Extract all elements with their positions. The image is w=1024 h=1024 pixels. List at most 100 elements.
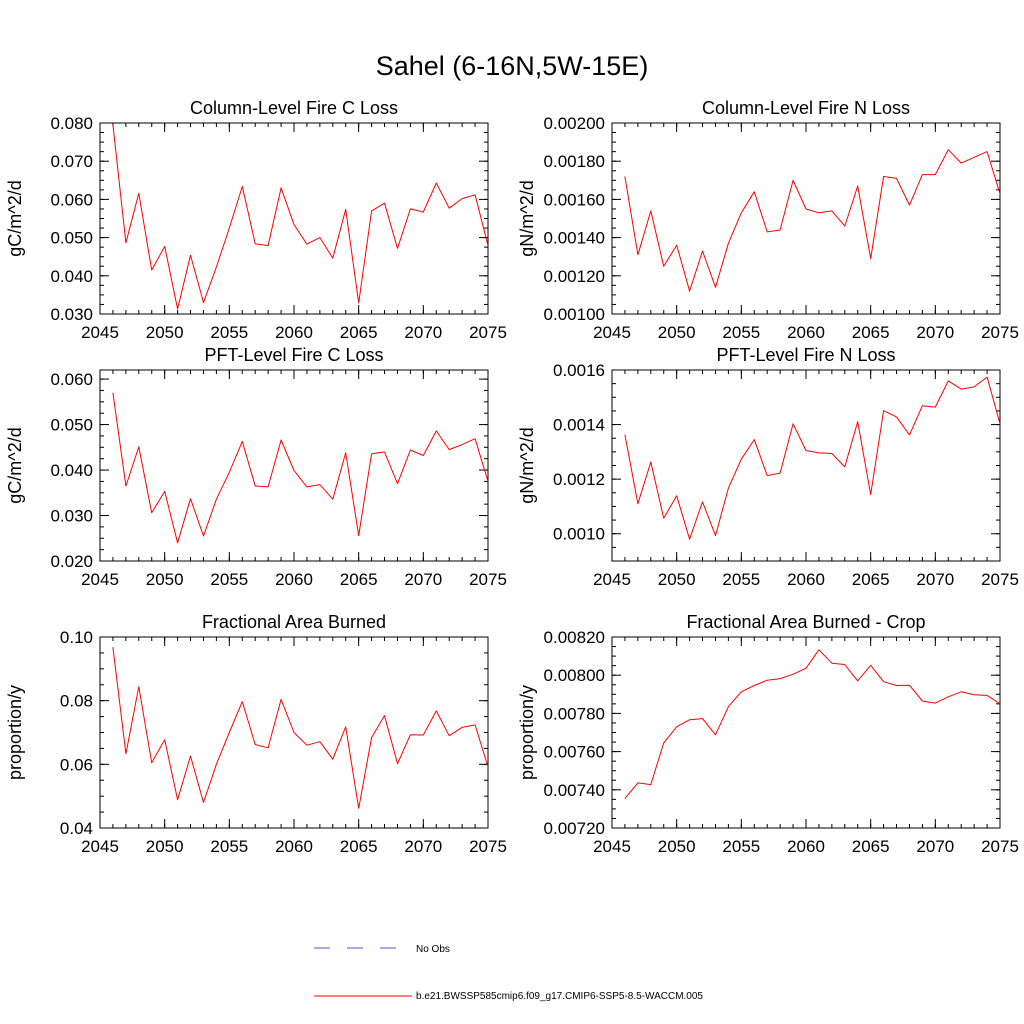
x-tick-label: 2060 bbox=[787, 323, 825, 342]
y-tick-label: 0.080 bbox=[50, 114, 93, 133]
y-tick-label: 0.030 bbox=[50, 507, 93, 526]
x-tick-label: 2055 bbox=[722, 323, 760, 342]
x-tick-label: 2065 bbox=[340, 323, 378, 342]
x-tick-label: 2070 bbox=[404, 570, 442, 589]
x-tick-label: 2045 bbox=[81, 323, 119, 342]
x-tick-label: 2075 bbox=[469, 570, 507, 589]
y-tick-label: 0.00780 bbox=[544, 704, 605, 723]
y-tick-label: 0.0014 bbox=[553, 416, 605, 435]
y-tick-label: 0.060 bbox=[50, 370, 93, 389]
panel-title: PFT-Level Fire C Loss bbox=[204, 345, 383, 365]
x-tick-label: 2075 bbox=[981, 837, 1019, 856]
y-axis-label: proportion/y bbox=[517, 685, 537, 780]
panel-5: Fractional Area Burned 0.04 0.06 0.08 0.10 20… bbox=[5, 612, 507, 856]
x-tick-label: 2050 bbox=[658, 837, 696, 856]
x-tick-label: 2045 bbox=[81, 837, 119, 856]
x-tick-label: 2055 bbox=[722, 570, 760, 589]
y-tick-label: 0.00200 bbox=[544, 114, 605, 133]
y-tick-label: 0.00140 bbox=[544, 229, 605, 248]
panel-title: Fractional Area Burned - Crop bbox=[686, 612, 925, 632]
plot-frame bbox=[611, 636, 1001, 829]
y-axis-label: gC/m^2/d bbox=[5, 427, 25, 503]
x-tick-label: 2065 bbox=[852, 323, 890, 342]
x-tick-label: 2055 bbox=[210, 570, 248, 589]
y-tick-label: 0.00160 bbox=[544, 190, 605, 209]
series-line bbox=[112, 647, 488, 809]
series-line bbox=[624, 149, 1000, 292]
x-tick-label: 2050 bbox=[146, 570, 184, 589]
y-tick-label: 0.0010 bbox=[553, 525, 605, 544]
x-tick-label: 2045 bbox=[593, 837, 631, 856]
plot-frame bbox=[99, 369, 489, 562]
x-tick-label: 2055 bbox=[722, 837, 760, 856]
x-tick-label: 2060 bbox=[787, 837, 825, 856]
x-tick-label: 2070 bbox=[916, 323, 954, 342]
x-tick-label: 2065 bbox=[852, 837, 890, 856]
plot-frame bbox=[99, 122, 489, 315]
x-tick-label: 2065 bbox=[340, 837, 378, 856]
y-tick-label: 0.0016 bbox=[553, 361, 605, 380]
x-tick-label: 2070 bbox=[916, 570, 954, 589]
panel-4: PFT-Level Fire N Loss 0.0010 0.0012 0.0014 0… bbox=[517, 345, 1019, 589]
panel-2: Column-Level Fire N Loss 0.00100 0.00120 0.… bbox=[517, 98, 1019, 342]
x-tick-label: 2075 bbox=[469, 323, 507, 342]
y-axis-label: gC/m^2/d bbox=[5, 180, 25, 256]
x-tick-label: 2075 bbox=[981, 570, 1019, 589]
y-tick-label: 0.04 bbox=[60, 819, 93, 838]
x-tick-label: 2075 bbox=[981, 323, 1019, 342]
x-tick-label: 2070 bbox=[916, 837, 954, 856]
panel-title: Fractional Area Burned bbox=[202, 612, 386, 632]
x-tick-label: 2070 bbox=[404, 837, 442, 856]
y-tick-label: 0.070 bbox=[50, 152, 93, 171]
x-tick-label: 2065 bbox=[340, 570, 378, 589]
x-tick-label: 2075 bbox=[469, 837, 507, 856]
y-axis-label: gN/m^2/d bbox=[517, 427, 537, 503]
x-tick-label: 2060 bbox=[275, 570, 313, 589]
x-tick-label: 2060 bbox=[275, 323, 313, 342]
y-tick-label: 0.00180 bbox=[544, 152, 605, 171]
x-tick-label: 2050 bbox=[658, 323, 696, 342]
y-tick-label: 0.10 bbox=[60, 628, 93, 647]
y-axis-label: proportion/y bbox=[5, 685, 25, 780]
y-tick-label: 0.00820 bbox=[544, 628, 605, 647]
y-tick-label: 0.050 bbox=[50, 229, 93, 248]
x-tick-label: 2070 bbox=[404, 323, 442, 342]
y-tick-label: 0.040 bbox=[50, 461, 93, 480]
x-tick-label: 2055 bbox=[210, 837, 248, 856]
panel-1: Column-Level Fire C Loss 0.030 0.040 0.050 0… bbox=[5, 98, 507, 342]
y-tick-label: 0.08 bbox=[60, 692, 93, 711]
panel-title: Column-Level Fire C Loss bbox=[190, 98, 398, 118]
y-tick-label: 0.00800 bbox=[544, 666, 605, 685]
y-tick-label: 0.00720 bbox=[544, 819, 605, 838]
x-tick-label: 2055 bbox=[210, 323, 248, 342]
y-tick-label: 0.0012 bbox=[553, 470, 605, 489]
series-line bbox=[624, 649, 1000, 799]
x-tick-label: 2045 bbox=[593, 323, 631, 342]
panel-3: PFT-Level Fire C Loss 0.020 0.030 0.040 0.05… bbox=[5, 345, 507, 589]
series-line bbox=[112, 392, 488, 544]
x-tick-label: 2050 bbox=[146, 837, 184, 856]
x-tick-label: 2060 bbox=[275, 837, 313, 856]
series-line bbox=[112, 124, 488, 310]
y-axis-label: gN/m^2/d bbox=[517, 180, 537, 256]
y-tick-label: 0.00760 bbox=[544, 743, 605, 762]
panel-title: Column-Level Fire N Loss bbox=[702, 98, 910, 118]
x-tick-label: 2050 bbox=[146, 323, 184, 342]
y-tick-label: 0.00740 bbox=[544, 781, 605, 800]
plot-frame bbox=[611, 122, 1001, 315]
figure-title: Sahel (6-16N,5W-15E) bbox=[376, 51, 649, 81]
y-tick-label: 0.00120 bbox=[544, 267, 605, 286]
x-tick-label: 2065 bbox=[852, 570, 890, 589]
x-tick-label: 2045 bbox=[593, 570, 631, 589]
y-tick-label: 0.020 bbox=[50, 552, 93, 571]
x-tick-label: 2050 bbox=[658, 570, 696, 589]
y-tick-label: 0.030 bbox=[50, 305, 93, 324]
plot-frame bbox=[611, 369, 1001, 562]
y-tick-label: 0.050 bbox=[50, 416, 93, 435]
series-line bbox=[624, 376, 1000, 540]
y-tick-label: 0.060 bbox=[50, 190, 93, 209]
y-tick-label: 0.00100 bbox=[544, 305, 605, 324]
y-tick-label: 0.040 bbox=[50, 267, 93, 286]
legend-obs-label: No Obs bbox=[416, 944, 450, 955]
